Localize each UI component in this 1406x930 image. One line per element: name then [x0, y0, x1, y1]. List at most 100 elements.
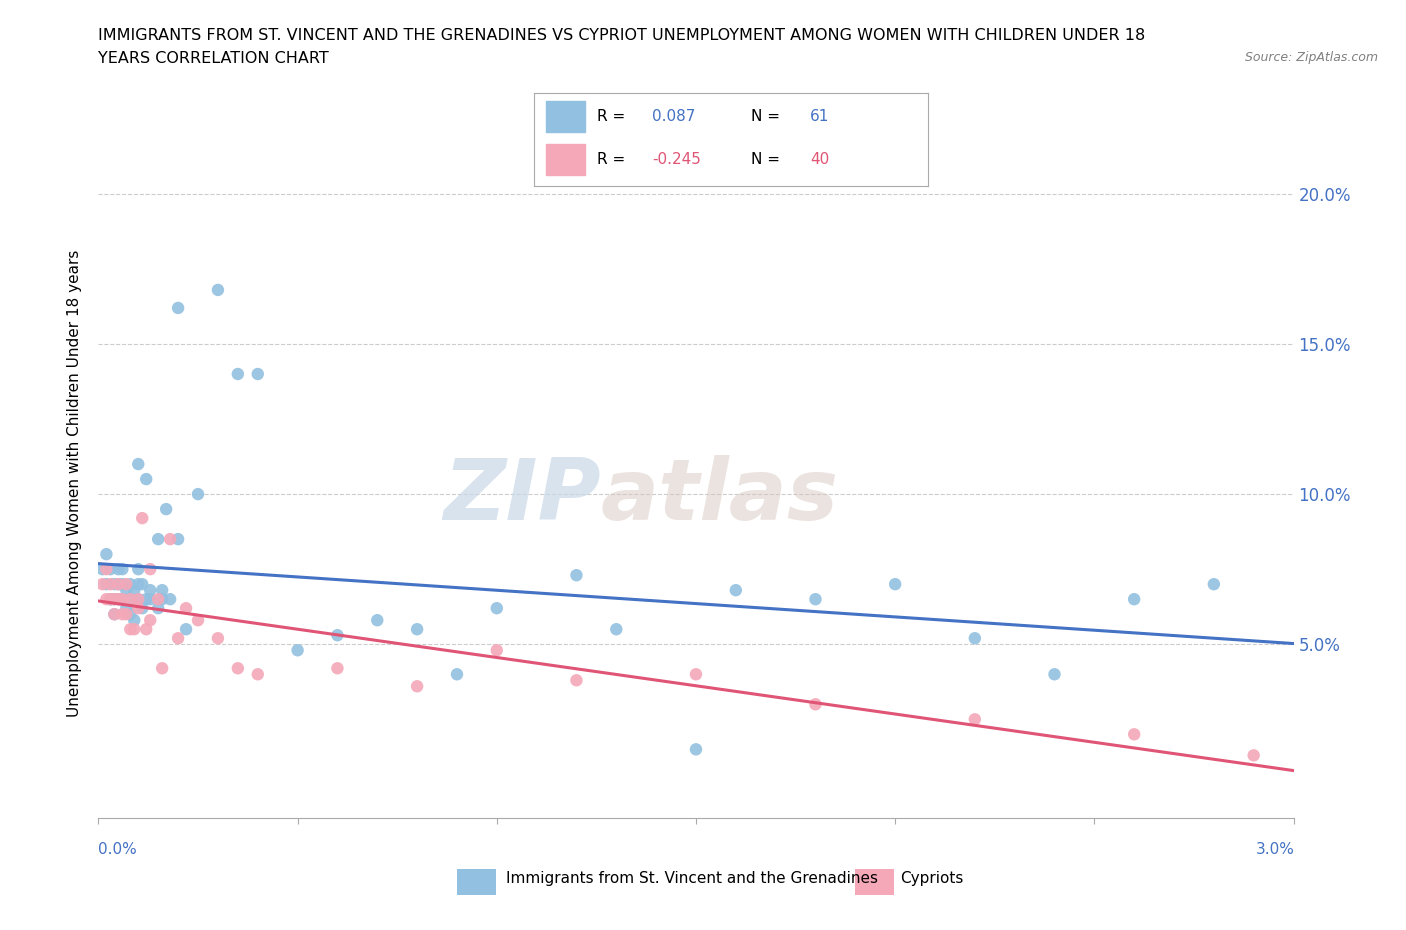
Point: [131, 511, 153, 525]
Point: [120, 622, 142, 637]
Text: Cypriots: Cypriots: [900, 871, 963, 886]
Point: [167, 532, 190, 547]
Point: [150, 661, 173, 676]
Point: [103, 591, 125, 606]
Text: 61: 61: [810, 109, 830, 124]
Point: [107, 591, 129, 606]
Point: [155, 501, 177, 516]
Point: [884, 577, 907, 591]
Point: [150, 591, 173, 606]
Point: [1123, 727, 1146, 742]
Point: [287, 643, 309, 658]
Text: Immigrants from St. Vincent and the Grenadines: Immigrants from St. Vincent and the Gren…: [506, 871, 879, 886]
Point: [724, 583, 747, 598]
Point: [115, 583, 138, 598]
Point: [91, 577, 114, 591]
Point: [605, 622, 627, 637]
Point: [98, 591, 122, 606]
Point: [226, 366, 249, 381]
Text: 0.0%: 0.0%: [98, 842, 138, 857]
Text: N =: N =: [751, 153, 785, 167]
Point: [96, 547, 118, 562]
Point: [804, 697, 827, 711]
Text: R =: R =: [598, 153, 630, 167]
Text: Source: ZipAtlas.com: Source: ZipAtlas.com: [1244, 51, 1378, 64]
Point: [207, 631, 229, 645]
Text: 0.087: 0.087: [652, 109, 696, 124]
Point: [115, 601, 138, 616]
Point: [127, 591, 149, 606]
Point: [98, 562, 122, 577]
Text: IMMIGRANTS FROM ST. VINCENT AND THE GRENADINES VS CYPRIOT UNEMPLOYMENT AMONG WOM: IMMIGRANTS FROM ST. VINCENT AND THE GREN…: [98, 28, 1146, 43]
Point: [107, 577, 129, 591]
Text: N =: N =: [751, 109, 785, 124]
Point: [135, 622, 157, 637]
Point: [187, 486, 209, 501]
Point: [1243, 748, 1265, 763]
Point: [159, 532, 181, 547]
Point: [804, 591, 827, 606]
Point: [148, 532, 170, 547]
Point: [1043, 667, 1066, 682]
Bar: [546, 101, 585, 132]
Point: [115, 577, 138, 591]
Y-axis label: Unemployment Among Women with Children Under 18 years: Unemployment Among Women with Children U…: [67, 250, 83, 717]
Point: [485, 643, 508, 658]
Point: [135, 591, 157, 606]
Point: [148, 591, 170, 606]
Point: [111, 577, 134, 591]
Text: YEARS CORRELATION CHART: YEARS CORRELATION CHART: [98, 51, 329, 66]
Point: [139, 562, 162, 577]
Point: [150, 583, 173, 598]
Point: [120, 591, 142, 606]
Point: [124, 583, 146, 598]
Point: [96, 562, 118, 577]
Point: [98, 591, 122, 606]
Text: -0.245: -0.245: [652, 153, 702, 167]
Point: [366, 613, 388, 628]
Point: [406, 622, 429, 637]
Point: [685, 667, 707, 682]
Text: R =: R =: [598, 109, 630, 124]
Point: [120, 591, 142, 606]
Point: [111, 562, 134, 577]
Point: [446, 667, 468, 682]
Point: [131, 577, 153, 591]
Point: [111, 591, 134, 606]
Point: [96, 591, 118, 606]
Point: [406, 679, 429, 694]
Point: [111, 591, 134, 606]
Point: [326, 661, 349, 676]
Point: [187, 613, 209, 628]
Point: [107, 562, 129, 577]
Point: [127, 601, 149, 616]
Point: [127, 591, 149, 606]
Point: [207, 283, 229, 298]
Point: [103, 606, 125, 621]
Point: [1123, 591, 1146, 606]
Point: [148, 601, 170, 616]
Point: [685, 742, 707, 757]
Point: [174, 601, 197, 616]
Point: [127, 457, 149, 472]
Point: [124, 613, 146, 628]
Point: [115, 606, 138, 621]
Point: [98, 591, 122, 606]
Point: [139, 591, 162, 606]
Point: [107, 591, 129, 606]
Point: [124, 622, 146, 637]
Point: [120, 606, 142, 621]
Point: [139, 613, 162, 628]
Point: [127, 577, 149, 591]
Point: [107, 577, 129, 591]
Point: [120, 577, 142, 591]
Point: [565, 672, 588, 687]
Bar: [546, 144, 585, 175]
Point: [98, 577, 122, 591]
Point: [326, 628, 349, 643]
Point: [963, 631, 986, 645]
Point: [167, 631, 190, 645]
Point: [485, 601, 508, 616]
Point: [1202, 577, 1225, 591]
Point: [167, 300, 190, 315]
